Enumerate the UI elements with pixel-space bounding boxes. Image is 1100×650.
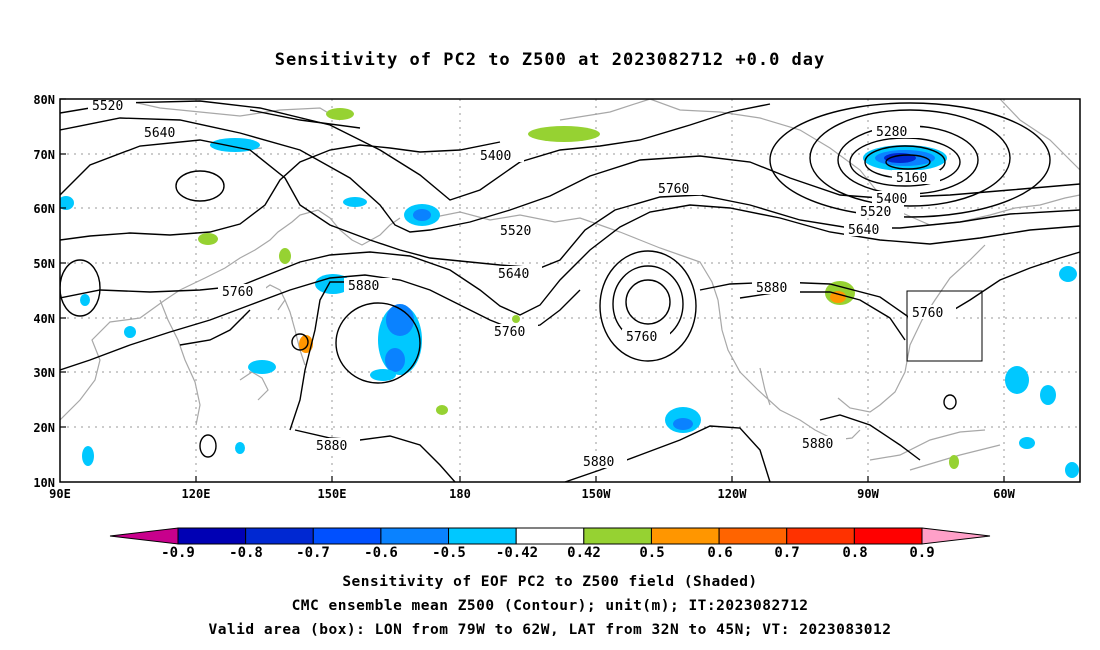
contour-label: 5880 bbox=[348, 279, 379, 294]
contour-label: 5400 bbox=[876, 192, 907, 207]
footer-line-2: CMC ensemble mean Z500 (Contour); unit(m… bbox=[291, 598, 809, 614]
lon-tick: 60W bbox=[993, 487, 1015, 501]
colorbar-swatch bbox=[583, 527, 652, 545]
footer-line-1: Sensitivity of EOF PC2 to Z500 field (Sh… bbox=[342, 574, 758, 590]
colorbar-swatch bbox=[786, 527, 855, 545]
lon-axis-labels: 90E 120E 150E 180 150W 120W 90W 60W bbox=[49, 487, 1015, 501]
contour-label: 5520 bbox=[860, 205, 891, 220]
lat-tick: 10N bbox=[33, 476, 55, 490]
colorbar-label: 0.6 bbox=[707, 545, 732, 561]
contour-label: 5400 bbox=[480, 149, 511, 164]
lon-tick: 90E bbox=[49, 487, 71, 501]
contour-labels: 5520 5640 5400 5280 5160 5400 5520 5640 … bbox=[88, 98, 956, 470]
lat-tick: 30N bbox=[33, 366, 55, 380]
lon-tick: 180 bbox=[449, 487, 471, 501]
chart-title: Sensitivity of PC2 to Z500 at 2023082712… bbox=[274, 50, 826, 70]
contour-label: 5880 bbox=[802, 437, 833, 452]
contour-label: 5520 bbox=[92, 99, 123, 114]
contour-label: 5760 bbox=[912, 306, 943, 321]
valid-area-box bbox=[906, 290, 983, 362]
colorbar-swatch bbox=[853, 527, 923, 545]
lat-tick: 80N bbox=[33, 93, 55, 107]
contour-label: 5880 bbox=[583, 455, 614, 470]
colorbar-swatch bbox=[245, 527, 314, 545]
contour-label: 5640 bbox=[498, 267, 529, 282]
colorbar-swatch bbox=[448, 527, 517, 545]
colorbar-swatch bbox=[650, 527, 720, 545]
colorbar-label: -0.5 bbox=[432, 545, 466, 561]
colorbar-labels: -0.9 -0.8 -0.7 -0.6 -0.5 -0.42 0.42 0.5 … bbox=[161, 545, 935, 561]
colorbar-swatch bbox=[921, 527, 991, 545]
contour-label: 5880 bbox=[316, 439, 347, 454]
contour-label: 5520 bbox=[500, 224, 531, 239]
colorbar-label: 0.5 bbox=[639, 545, 664, 561]
contour-label: 5640 bbox=[144, 126, 175, 141]
colorbar-label: -0.8 bbox=[229, 545, 263, 561]
lon-tick: 150E bbox=[318, 487, 347, 501]
colorbar-label: 0.8 bbox=[842, 545, 867, 561]
lat-tick: 40N bbox=[33, 312, 55, 326]
colorbar-label: -0.42 bbox=[496, 545, 538, 561]
contour-label: 5760 bbox=[658, 182, 689, 197]
lat-tick: 20N bbox=[33, 421, 55, 435]
lat-axis-labels: 80N 70N 60N 50N 40N 30N 20N 10N bbox=[33, 93, 55, 490]
map-frame bbox=[59, 98, 1081, 483]
lat-tick: 50N bbox=[33, 257, 55, 271]
colorbar-label: -0.6 bbox=[364, 545, 398, 561]
z500-contours bbox=[60, 100, 1080, 482]
tick-marks bbox=[60, 98, 1005, 482]
contour-label: 5880 bbox=[756, 281, 787, 296]
contour-label: 5280 bbox=[876, 125, 907, 140]
lat-tick: 70N bbox=[33, 148, 55, 162]
lat-tick: 60N bbox=[33, 202, 55, 216]
colorbar-label: -0.7 bbox=[296, 545, 330, 561]
colorbar-label: 0.42 bbox=[567, 545, 601, 561]
colorbar-swatch bbox=[380, 527, 450, 545]
contour-label: 5760 bbox=[222, 285, 253, 300]
colorbar-swatch bbox=[515, 527, 585, 545]
sensitivity-shading bbox=[60, 108, 1079, 478]
colorbar-label: 0.9 bbox=[909, 545, 934, 561]
lon-tick: 120E bbox=[182, 487, 211, 501]
contour-label: 5160 bbox=[896, 171, 927, 186]
colorbar-label: -0.9 bbox=[161, 545, 195, 561]
colorbar-swatch bbox=[177, 527, 247, 545]
colorbar-swatch bbox=[312, 527, 382, 545]
colorbar-label: 0.7 bbox=[774, 545, 799, 561]
colorbar-swatches bbox=[109, 527, 991, 545]
lon-tick: 120W bbox=[718, 487, 748, 501]
contour-label: 5760 bbox=[626, 330, 657, 345]
footer-line-3: Valid area (box): LON from 79W to 62W, L… bbox=[208, 622, 892, 638]
lon-tick: 90W bbox=[857, 487, 879, 501]
contour-label: 5640 bbox=[848, 223, 879, 238]
contour-label: 5760 bbox=[494, 325, 525, 340]
colorbar-swatch bbox=[109, 527, 179, 545]
colorbar-swatch bbox=[718, 527, 788, 545]
lon-tick: 150W bbox=[582, 487, 612, 501]
